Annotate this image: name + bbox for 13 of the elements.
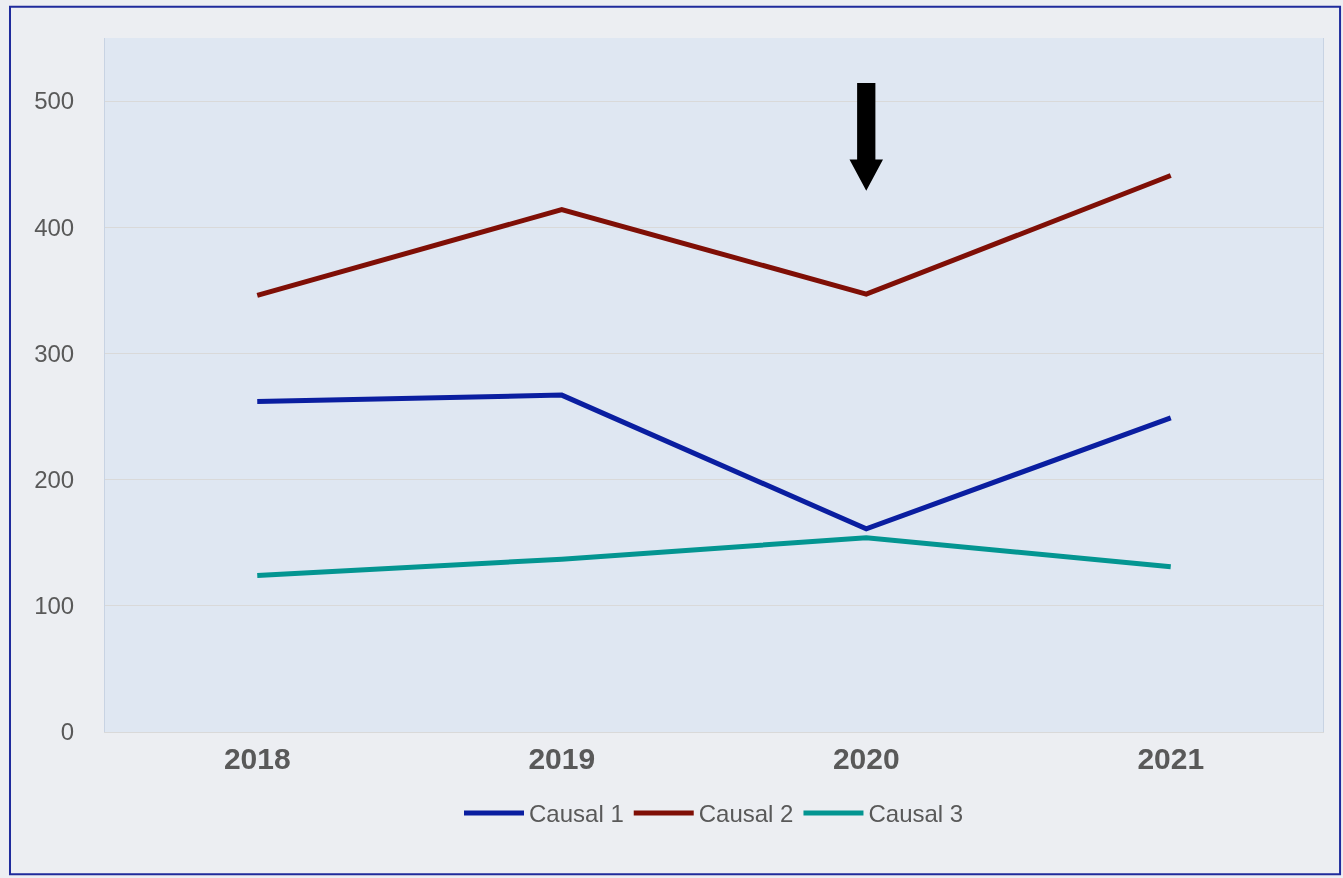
x-tick-label: 2019 — [528, 742, 596, 775]
x-tick-label: 2021 — [1137, 742, 1205, 775]
x-tick-label: 2020 — [832, 742, 900, 775]
x-tick-label: 2018 — [223, 742, 291, 775]
y-tick-label: 0 — [60, 718, 75, 746]
legend-label: Causal 1 — [529, 800, 624, 828]
y-tick-label: 400 — [34, 213, 75, 241]
y-tick-label: 200 — [34, 466, 75, 494]
legend-label: Causal 3 — [868, 800, 964, 828]
y-tick-label: 100 — [34, 592, 75, 620]
y-tick-label: 500 — [34, 87, 75, 115]
y-tick-label: 300 — [34, 339, 75, 367]
legend-label: Causal 2 — [698, 800, 794, 828]
